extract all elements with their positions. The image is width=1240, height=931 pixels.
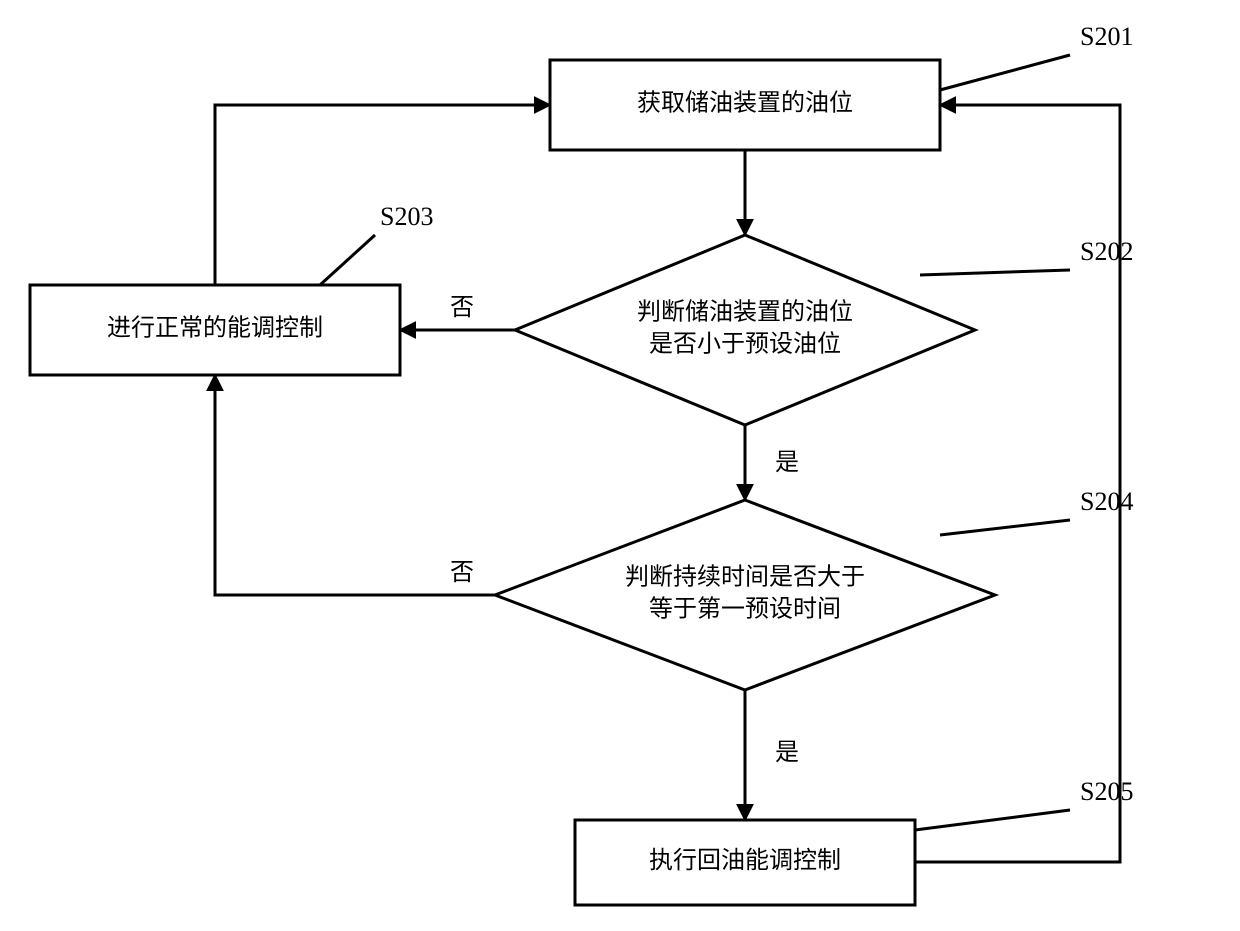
- node-s204-line1: 等于第一预设时间: [649, 596, 841, 623]
- node-s201: 获取储油装置的油位: [550, 60, 940, 150]
- node-s205-line0: 执行回油能调控制: [649, 847, 841, 874]
- step-label-s203: S203: [380, 202, 433, 231]
- node-s201-line0: 获取储油装置的油位: [637, 90, 853, 117]
- edge-lead-s202: [920, 270, 1070, 275]
- node-s204: 判断持续时间是否大于等于第一预设时间: [495, 500, 995, 690]
- node-s204-line0: 判断持续时间是否大于: [625, 563, 865, 590]
- step-label-s202: S202: [1080, 237, 1133, 266]
- node-s203: 进行正常的能调控制: [30, 285, 400, 375]
- edge-label-s202-s204: 是: [775, 450, 799, 476]
- node-s202-line1: 是否小于预设油位: [649, 331, 841, 358]
- node-s203-line0: 进行正常的能调控制: [107, 315, 323, 342]
- edge-label-s204-s205: 是: [775, 740, 799, 766]
- edge-lead-s205: [915, 810, 1070, 830]
- edge-lead-s203: [320, 235, 375, 285]
- edge-s205-s201: [915, 105, 1120, 862]
- step-label-s205: S205: [1080, 777, 1133, 806]
- edge-lead-s201: [940, 55, 1070, 90]
- node-s202: 判断储油装置的油位是否小于预设油位: [515, 235, 975, 425]
- edge-lead-s204: [940, 520, 1070, 535]
- edge-s203-s201: [215, 105, 550, 285]
- step-label-s204: S204: [1080, 487, 1133, 516]
- step-label-s201: S201: [1080, 22, 1133, 51]
- node-s205: 执行回油能调控制: [575, 820, 915, 905]
- edge-label-s204-s203: 否: [450, 560, 474, 586]
- node-s202-line0: 判断储油装置的油位: [637, 298, 853, 325]
- edge-label-s202-s203: 否: [450, 295, 474, 321]
